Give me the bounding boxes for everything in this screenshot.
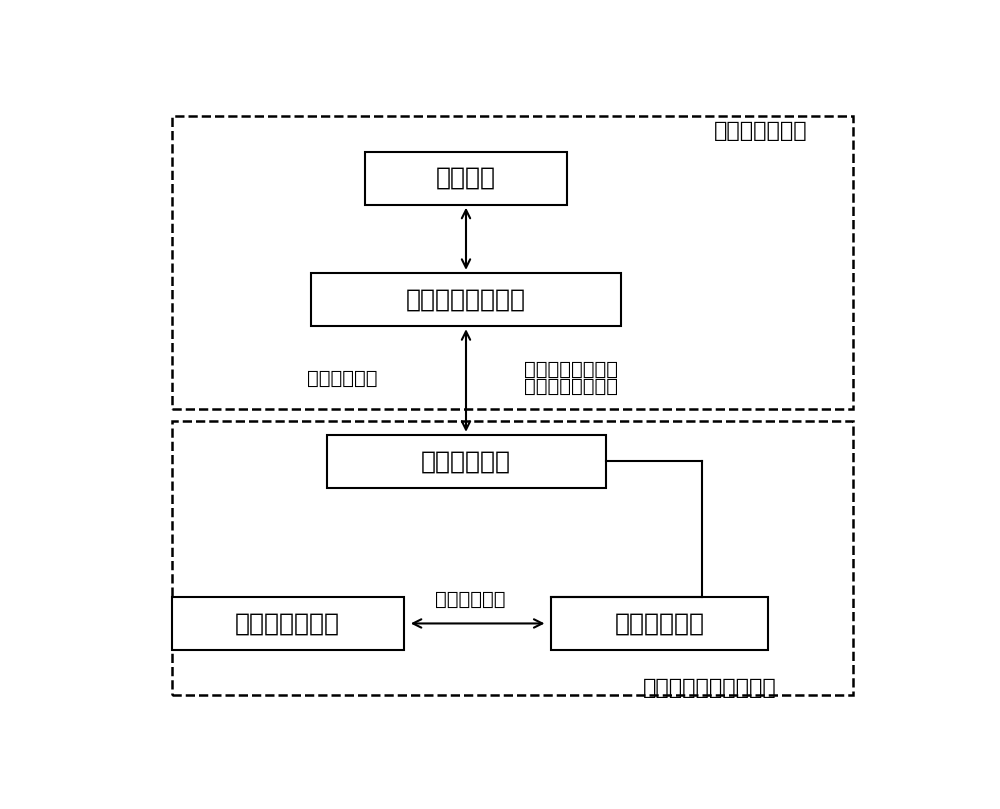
Bar: [326, 435, 606, 488]
Text: 绿灯损失时间采集系统: 绿灯损失时间采集系统: [643, 678, 777, 697]
Text: 交通信号控制机: 交通信号控制机: [714, 121, 807, 142]
Text: 数据分析单元: 数据分析单元: [615, 612, 705, 635]
Text: 交通流检测单元: 交通流检测单元: [235, 612, 340, 635]
Text: 绿灯损失时间: 绿灯损失时间: [307, 369, 377, 388]
Text: 主控单元: 主控单元: [436, 166, 496, 190]
Bar: [172, 421, 853, 695]
Text: 车道放行状态信息: 车道放行状态信息: [524, 377, 618, 396]
Text: 数据交互控制单元: 数据交互控制单元: [406, 287, 526, 311]
Bar: [365, 151, 567, 205]
Text: 数据通信单元: 数据通信单元: [421, 450, 511, 473]
Bar: [551, 597, 768, 650]
Bar: [311, 273, 621, 326]
Text: 车流运行信息: 车流运行信息: [435, 591, 505, 609]
Text: 车道最小绿灯时间: 车道最小绿灯时间: [524, 361, 618, 379]
Bar: [172, 116, 853, 409]
Bar: [172, 597, 404, 650]
